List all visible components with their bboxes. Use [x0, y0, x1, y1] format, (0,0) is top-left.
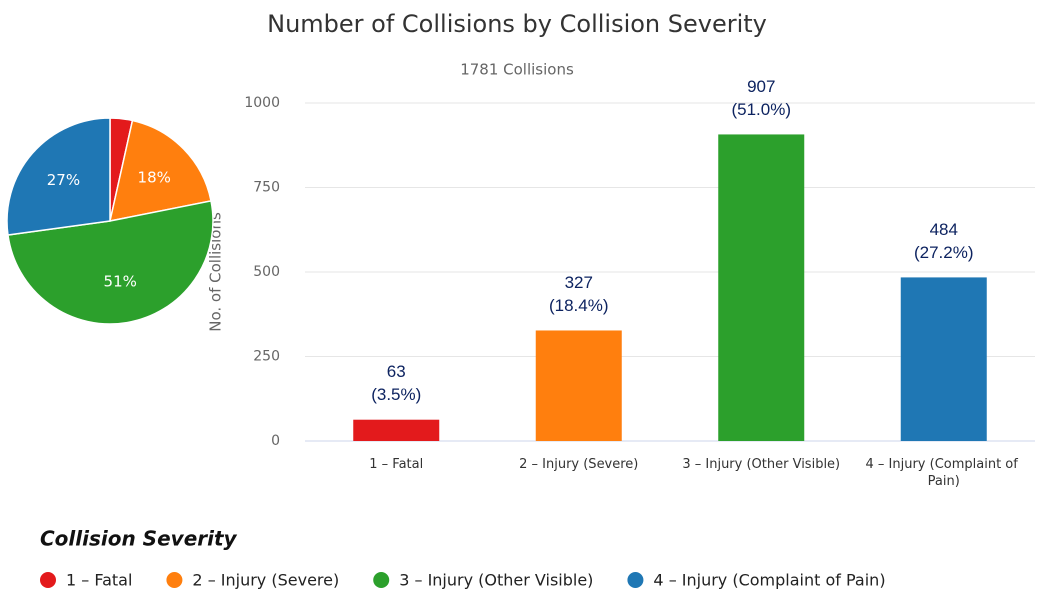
pie-slice: [6, 117, 111, 236]
chart-subtitle: 1781 Collisions: [460, 61, 574, 79]
pie-label: 18%: [138, 168, 171, 186]
x-tick-label: 3 – Injury (Other Visible): [682, 457, 840, 472]
chart-title: Number of Collisions by Collision Severi…: [267, 10, 767, 38]
y-tick-label: 1000: [244, 95, 280, 111]
legend-label: 2 – Injury (Severe): [192, 571, 339, 590]
legend-label: 3 – Injury (Other Visible): [399, 571, 593, 590]
legend-marker: [627, 572, 644, 588]
data-label: 63: [387, 362, 406, 381]
bar: [718, 134, 805, 441]
legend-label: 4 – Injury (Complaint of Pain): [653, 571, 885, 590]
bar: [535, 330, 622, 441]
x-tick-label: 4 – Injury (Complaint of Pain): [866, 457, 1022, 489]
bar: [353, 419, 440, 441]
y-tick-label: 250: [253, 349, 280, 365]
data-label: 484: [930, 220, 958, 239]
y-tick-label: 0: [271, 433, 280, 449]
data-label-percent: (51.0%): [731, 100, 791, 119]
data-label: 907: [747, 77, 775, 96]
legend-label: 1 – Fatal: [66, 571, 132, 590]
y-tick-label: 500: [253, 264, 280, 280]
legend-marker: [373, 572, 390, 588]
pie-slice: [109, 119, 212, 222]
x-tick-label: 2 – Injury (Severe): [519, 457, 638, 472]
bar: [900, 277, 987, 441]
data-label-percent: (3.5%): [371, 385, 421, 404]
pie-label: 51%: [104, 272, 137, 290]
data-label-percent: (27.2%): [914, 243, 974, 262]
legend-marker: [166, 572, 183, 588]
data-label: 327: [565, 273, 593, 292]
pie-label: 27%: [47, 171, 80, 189]
legend-marker: [40, 572, 56, 588]
legend-title: Collision Severity: [40, 527, 238, 551]
pie-slice: [7, 200, 214, 325]
data-label-percent: (18.4%): [549, 296, 609, 315]
x-tick-label: 1 – Fatal: [369, 457, 423, 472]
y-tick-label: 750: [253, 180, 280, 196]
